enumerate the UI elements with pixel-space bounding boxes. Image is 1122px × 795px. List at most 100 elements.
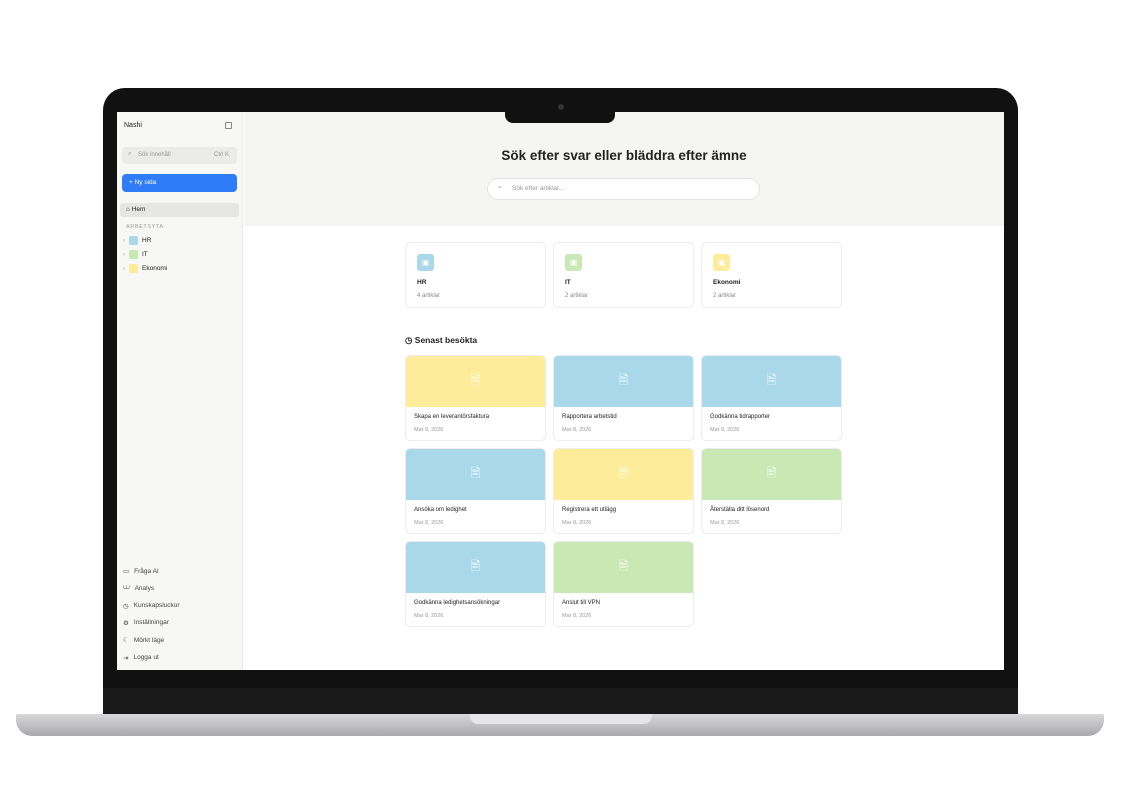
sidebar-toggle-icon[interactable]: [225, 122, 232, 129]
category-card[interactable]: ▣ IT 2 artiklar: [553, 242, 694, 308]
article-title: Godkänna ledighetsansökningar: [414, 600, 501, 606]
category-name: IT: [565, 279, 571, 286]
article-search-input[interactable]: ⌕ Sök efter artiklar...: [487, 178, 760, 200]
sidebar-bottom-item[interactable]: ⩊ Analys: [123, 584, 154, 592]
article-date: Mar 8, 2026: [562, 613, 592, 619]
recent-article-card[interactable]: 🗎 Godkänna tidrapporter Mar 8, 2026: [701, 355, 842, 441]
chevron-right-icon[interactable]: ›: [123, 265, 125, 272]
recent-title: Senast besökta: [414, 335, 478, 345]
article-title: Godkänna tidrapporter: [710, 414, 771, 420]
bottom-item-label: Kunskapsluckor: [133, 602, 180, 610]
article-title: Återställa ditt lösenord: [710, 507, 770, 513]
article-date: Mar 8, 2026: [414, 520, 444, 526]
home-label: Hem: [131, 206, 146, 213]
article-title: Ansöka om ledighet: [414, 507, 467, 513]
page-title: Sök efter svar eller bläddra efter ämne: [501, 148, 747, 163]
document-icon: 🗎: [406, 542, 545, 593]
recent-article-card[interactable]: 🗎 Återställa ditt lösenord Mar 8, 2026: [701, 448, 842, 534]
recent-article-card[interactable]: 🗎 Ansöka om ledighet Mar 8, 2026: [405, 448, 546, 534]
recent-article-card[interactable]: 🗎 Registrera ett utlägg Mar 8, 2026: [553, 448, 694, 534]
category-count: 2 artiklar: [713, 293, 737, 299]
chat-icon: ▭: [123, 568, 130, 575]
category-count: 2 artiklar: [565, 293, 589, 299]
document-icon: 🗎: [406, 449, 545, 500]
bottom-item-label: Logga ut: [133, 654, 159, 661]
document-icon: 🗎: [702, 449, 841, 500]
search-shortcut: Ctrl K: [214, 152, 229, 158]
camera-notch: [505, 110, 615, 123]
article-date: Mar 8, 2026: [710, 427, 740, 433]
recent-article-card[interactable]: 🗎 Anslut till VPN Mar 8, 2026: [553, 541, 694, 627]
search-placeholder: Sök efter artiklar...: [512, 185, 565, 192]
category-count: 4 artiklar: [417, 293, 441, 299]
category-name: HR: [417, 279, 427, 286]
bottom-item-label: Inställningar: [133, 619, 169, 627]
sidebar-item-home[interactable]: ⌂ Hem: [120, 203, 239, 217]
folder-icon: [129, 264, 138, 273]
article-title: Registrera ett utlägg: [562, 507, 617, 513]
tree-label: Ekonomi: [142, 265, 168, 272]
new-page-button[interactable]: + Ny sida: [122, 174, 237, 192]
recent-heading: ◷ Senast besökta: [405, 335, 477, 346]
laptop-lip: [470, 714, 652, 724]
category-icon: ▣: [713, 254, 730, 271]
app-screen: Nashi ⌕ Sök innehåll Ctrl K + Ny sida ⌂ He…: [117, 112, 1004, 670]
document-icon: 🗎: [406, 356, 545, 407]
tree-label: HR: [142, 237, 152, 244]
sidebar-bottom-item[interactable]: ☾ Mörkt läge: [123, 636, 165, 645]
laptop-base: [16, 714, 1104, 736]
clock-icon: ◷: [405, 335, 415, 345]
tree-label: IT: [142, 251, 148, 258]
sidebar-item-ekonomi[interactable]: › Ekonomi: [123, 264, 167, 273]
recent-article-card[interactable]: 🗎 Godkänna ledighetsansökningar Mar 8, 202…: [405, 541, 546, 627]
bottom-item-label: Analys: [134, 584, 155, 592]
document-icon: 🗎: [554, 449, 693, 500]
article-title: Rapportera arbetstid: [562, 414, 617, 420]
category-name: Ekonomi: [713, 279, 741, 286]
camera-icon: [558, 104, 564, 110]
chart-icon: ⩊: [123, 584, 130, 592]
folder-icon: [129, 250, 138, 259]
bottom-item-label: Mörkt läge: [133, 636, 165, 644]
sidebar-bottom-item[interactable]: ⚙ Inställningar: [123, 619, 169, 627]
logout-icon: ⇥: [123, 654, 129, 662]
sidebar-search[interactable]: ⌕ Sök innehåll Ctrl K: [122, 147, 237, 164]
sidebar-bottom-item[interactable]: ◷ Kunskapsluckor: [123, 602, 180, 610]
article-date: Mar 8, 2026: [562, 427, 592, 433]
chevron-right-icon[interactable]: ›: [123, 251, 125, 258]
plus-icon: +: [129, 179, 135, 186]
document-icon: 🗎: [554, 356, 693, 407]
laptop-hinge: [103, 688, 1018, 714]
search-placeholder: Sök innehåll: [138, 152, 171, 158]
category-card[interactable]: ▣ HR 4 artiklar: [405, 242, 546, 308]
home-icon: ⌂: [126, 206, 132, 213]
article-date: Mar 8, 2026: [414, 613, 444, 619]
recent-article-card[interactable]: 🗎 Rapportera arbetstid Mar 8, 2026: [553, 355, 694, 441]
search-icon: ⌕: [128, 151, 132, 157]
recent-article-card[interactable]: 🗎 Skapa en leverantörsfaktura Mar 8, 2026: [405, 355, 546, 441]
bottom-item-label: Fråga AI: [134, 567, 159, 575]
section-label: ARBETSYTA: [126, 224, 164, 230]
document-icon: 🗎: [702, 356, 841, 407]
moon-icon: ☾: [123, 637, 129, 645]
sidebar: Nashi ⌕ Sök innehåll Ctrl K + Ny sida ⌂ He…: [117, 112, 243, 670]
hero-header: Sök efter svar eller bläddra efter ämne …: [244, 112, 1004, 226]
chevron-right-icon[interactable]: ›: [123, 237, 125, 244]
article-date: Mar 8, 2026: [710, 520, 740, 526]
document-icon: 🗎: [554, 542, 693, 593]
category-card[interactable]: ▣ Ekonomi 2 artiklar: [701, 242, 842, 308]
sidebar-bottom-item[interactable]: ⇥ Logga ut: [123, 654, 159, 662]
folder-icon: [129, 236, 138, 245]
category-icon: ▣: [417, 254, 434, 271]
search-icon: ⌕: [498, 184, 502, 191]
category-icon: ▣: [565, 254, 582, 271]
new-page-label: Ny sida: [134, 179, 157, 186]
article-title: Anslut till VPN: [562, 600, 601, 606]
article-title: Skapa en leverantörsfaktura: [414, 414, 490, 420]
article-date: Mar 8, 2026: [562, 520, 592, 526]
sidebar-item-hr[interactable]: › HR: [123, 236, 151, 245]
clock-icon: ◷: [123, 602, 129, 610]
sidebar-item-it[interactable]: › IT: [123, 250, 148, 259]
sidebar-bottom-item[interactable]: ▭ Fråga AI: [123, 567, 159, 576]
article-date: Mar 8, 2026: [414, 427, 444, 433]
